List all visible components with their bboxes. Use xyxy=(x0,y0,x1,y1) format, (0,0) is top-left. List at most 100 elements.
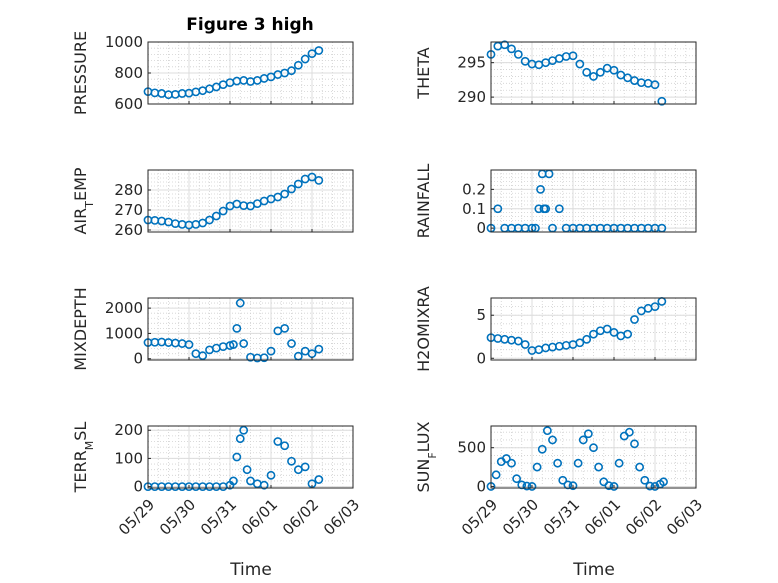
data-point-terr_msl xyxy=(239,425,249,435)
data-point-sun_flux xyxy=(573,458,583,468)
data-point-terr_msl xyxy=(300,462,310,472)
data-point-sun_flux xyxy=(645,481,655,491)
data-point-sun_flux xyxy=(527,482,537,491)
data-point-air_temp xyxy=(218,206,228,216)
x-axis-label-left: Time xyxy=(229,560,272,580)
y-tick-label: 295 xyxy=(457,54,486,72)
data-point-theta xyxy=(609,65,619,75)
data-point-h2omixra xyxy=(582,334,592,344)
data-point-theta xyxy=(589,72,598,81)
data-point-sun_flux xyxy=(659,477,668,487)
data-point-sun_flux xyxy=(635,462,645,472)
data-point-theta xyxy=(650,80,660,90)
y-tick-label: 270 xyxy=(114,201,143,219)
y-tick-label: 600 xyxy=(114,95,143,113)
data-point-sun_flux xyxy=(491,470,501,480)
subplot-pressure: 600 800 1000 PRESSURE xyxy=(71,31,354,115)
y-tick-label: 500 xyxy=(457,439,486,457)
data-point-mixdepth xyxy=(232,323,242,333)
y-tick-label: 0 xyxy=(476,349,486,367)
y-axis-label-sun_flux: SUNFLUX xyxy=(414,421,439,492)
subplot-h2omixra: 0 5 H2OMIXRA xyxy=(414,286,697,372)
data-point-sun_flux xyxy=(542,426,552,436)
data-point-sun_flux xyxy=(501,454,511,463)
data-point-pressure xyxy=(307,49,317,59)
y-axis-label-terr_msl: TERRMSL xyxy=(71,422,96,494)
data-point-theta xyxy=(575,59,585,69)
y-tick-label: 800 xyxy=(114,64,143,82)
y-axis-label-air_temp: AIRTEMP xyxy=(71,167,96,234)
data-point-terr_msl xyxy=(229,476,238,486)
data-point-sun_flux xyxy=(624,427,634,437)
data-point-h2omixra xyxy=(623,329,633,339)
data-point-air_temp xyxy=(205,215,214,225)
data-point-terr_msl xyxy=(259,480,269,490)
axes-frame xyxy=(490,297,697,361)
data-point-sun_flux xyxy=(553,458,563,468)
data-point-mixdepth xyxy=(266,346,276,356)
data-point-pressure xyxy=(287,66,296,76)
y-tick-label: 1000 xyxy=(105,33,143,51)
data-point-rainfall xyxy=(493,204,503,214)
axes-frame xyxy=(147,297,354,361)
data-point-theta xyxy=(500,40,510,50)
data-point-sun_flux xyxy=(640,475,650,485)
data-point-mixdepth xyxy=(235,298,245,308)
data-point-theta xyxy=(568,51,578,61)
data-point-terr_msl xyxy=(242,465,252,475)
data-point-terr_msl xyxy=(235,434,245,444)
data-point-mixdepth xyxy=(287,339,296,348)
subplot-air_temp: 260 270 280 AIRTEMP xyxy=(71,167,354,239)
data-point-terr_msl xyxy=(280,441,290,451)
y-tick-label: 0 xyxy=(476,477,486,495)
data-point-mixdepth xyxy=(280,323,290,333)
y-tick-label: 5 xyxy=(476,306,486,324)
data-point-mixdepth xyxy=(198,351,208,361)
data-point-sun_flux xyxy=(548,435,557,445)
data-point-sun_flux xyxy=(594,462,604,472)
data-point-h2omixra xyxy=(630,315,639,324)
data-point-sun_flux xyxy=(512,474,522,484)
data-point-h2omixra xyxy=(513,336,523,346)
data-point-pressure xyxy=(300,54,310,64)
y-tick-label: 1000 xyxy=(105,324,143,342)
y-axis-label-rainfall: RAINFALL xyxy=(414,164,433,239)
data-point-h2omixra xyxy=(520,340,530,349)
data-point-sun_flux xyxy=(532,462,542,472)
data-point-theta xyxy=(657,96,667,106)
data-point-mixdepth xyxy=(314,344,324,354)
data-point-sun_flux xyxy=(507,458,516,468)
data-point-air_temp xyxy=(273,192,283,202)
data-point-air_temp xyxy=(314,175,324,185)
y-tick-label: 0 xyxy=(133,350,143,368)
axes-frame xyxy=(147,169,354,233)
data-point-h2omixra xyxy=(650,302,660,312)
data-point-mixdepth xyxy=(239,339,249,348)
data-point-sun_flux xyxy=(522,481,532,491)
x-axis-label-right: Time xyxy=(572,560,615,580)
y-tick-label: 0 xyxy=(133,478,143,496)
data-point-rainfall xyxy=(554,204,564,214)
data-point-sun_flux xyxy=(583,429,593,439)
data-point-terr_msl xyxy=(273,437,283,446)
data-point-pressure xyxy=(293,60,303,70)
y-tick-label: 0.1 xyxy=(462,200,486,218)
data-point-terr_msl xyxy=(287,456,296,466)
data-point-sun_flux xyxy=(568,481,578,491)
data-point-mixdepth xyxy=(259,353,269,363)
y-tick-label: 260 xyxy=(114,221,143,239)
data-point-mixdepth xyxy=(184,340,194,349)
y-tick-label: 200 xyxy=(114,421,143,439)
y-tick-label: 100 xyxy=(114,449,143,467)
data-point-theta xyxy=(595,67,605,77)
y-axis-label-h2omixra: H2OMIXRA xyxy=(414,286,433,372)
subplot-theta: 290 295 THETA xyxy=(414,40,697,106)
y-axis-label-theta: THETA xyxy=(414,47,433,99)
data-point-theta xyxy=(582,67,592,77)
data-point-h2omixra xyxy=(602,324,612,334)
data-point-sun_flux xyxy=(650,482,660,491)
y-tick-label: 280 xyxy=(114,181,143,199)
data-point-sun_flux xyxy=(604,481,614,491)
data-point-rainfall xyxy=(536,184,545,194)
axes-frame xyxy=(490,425,697,489)
